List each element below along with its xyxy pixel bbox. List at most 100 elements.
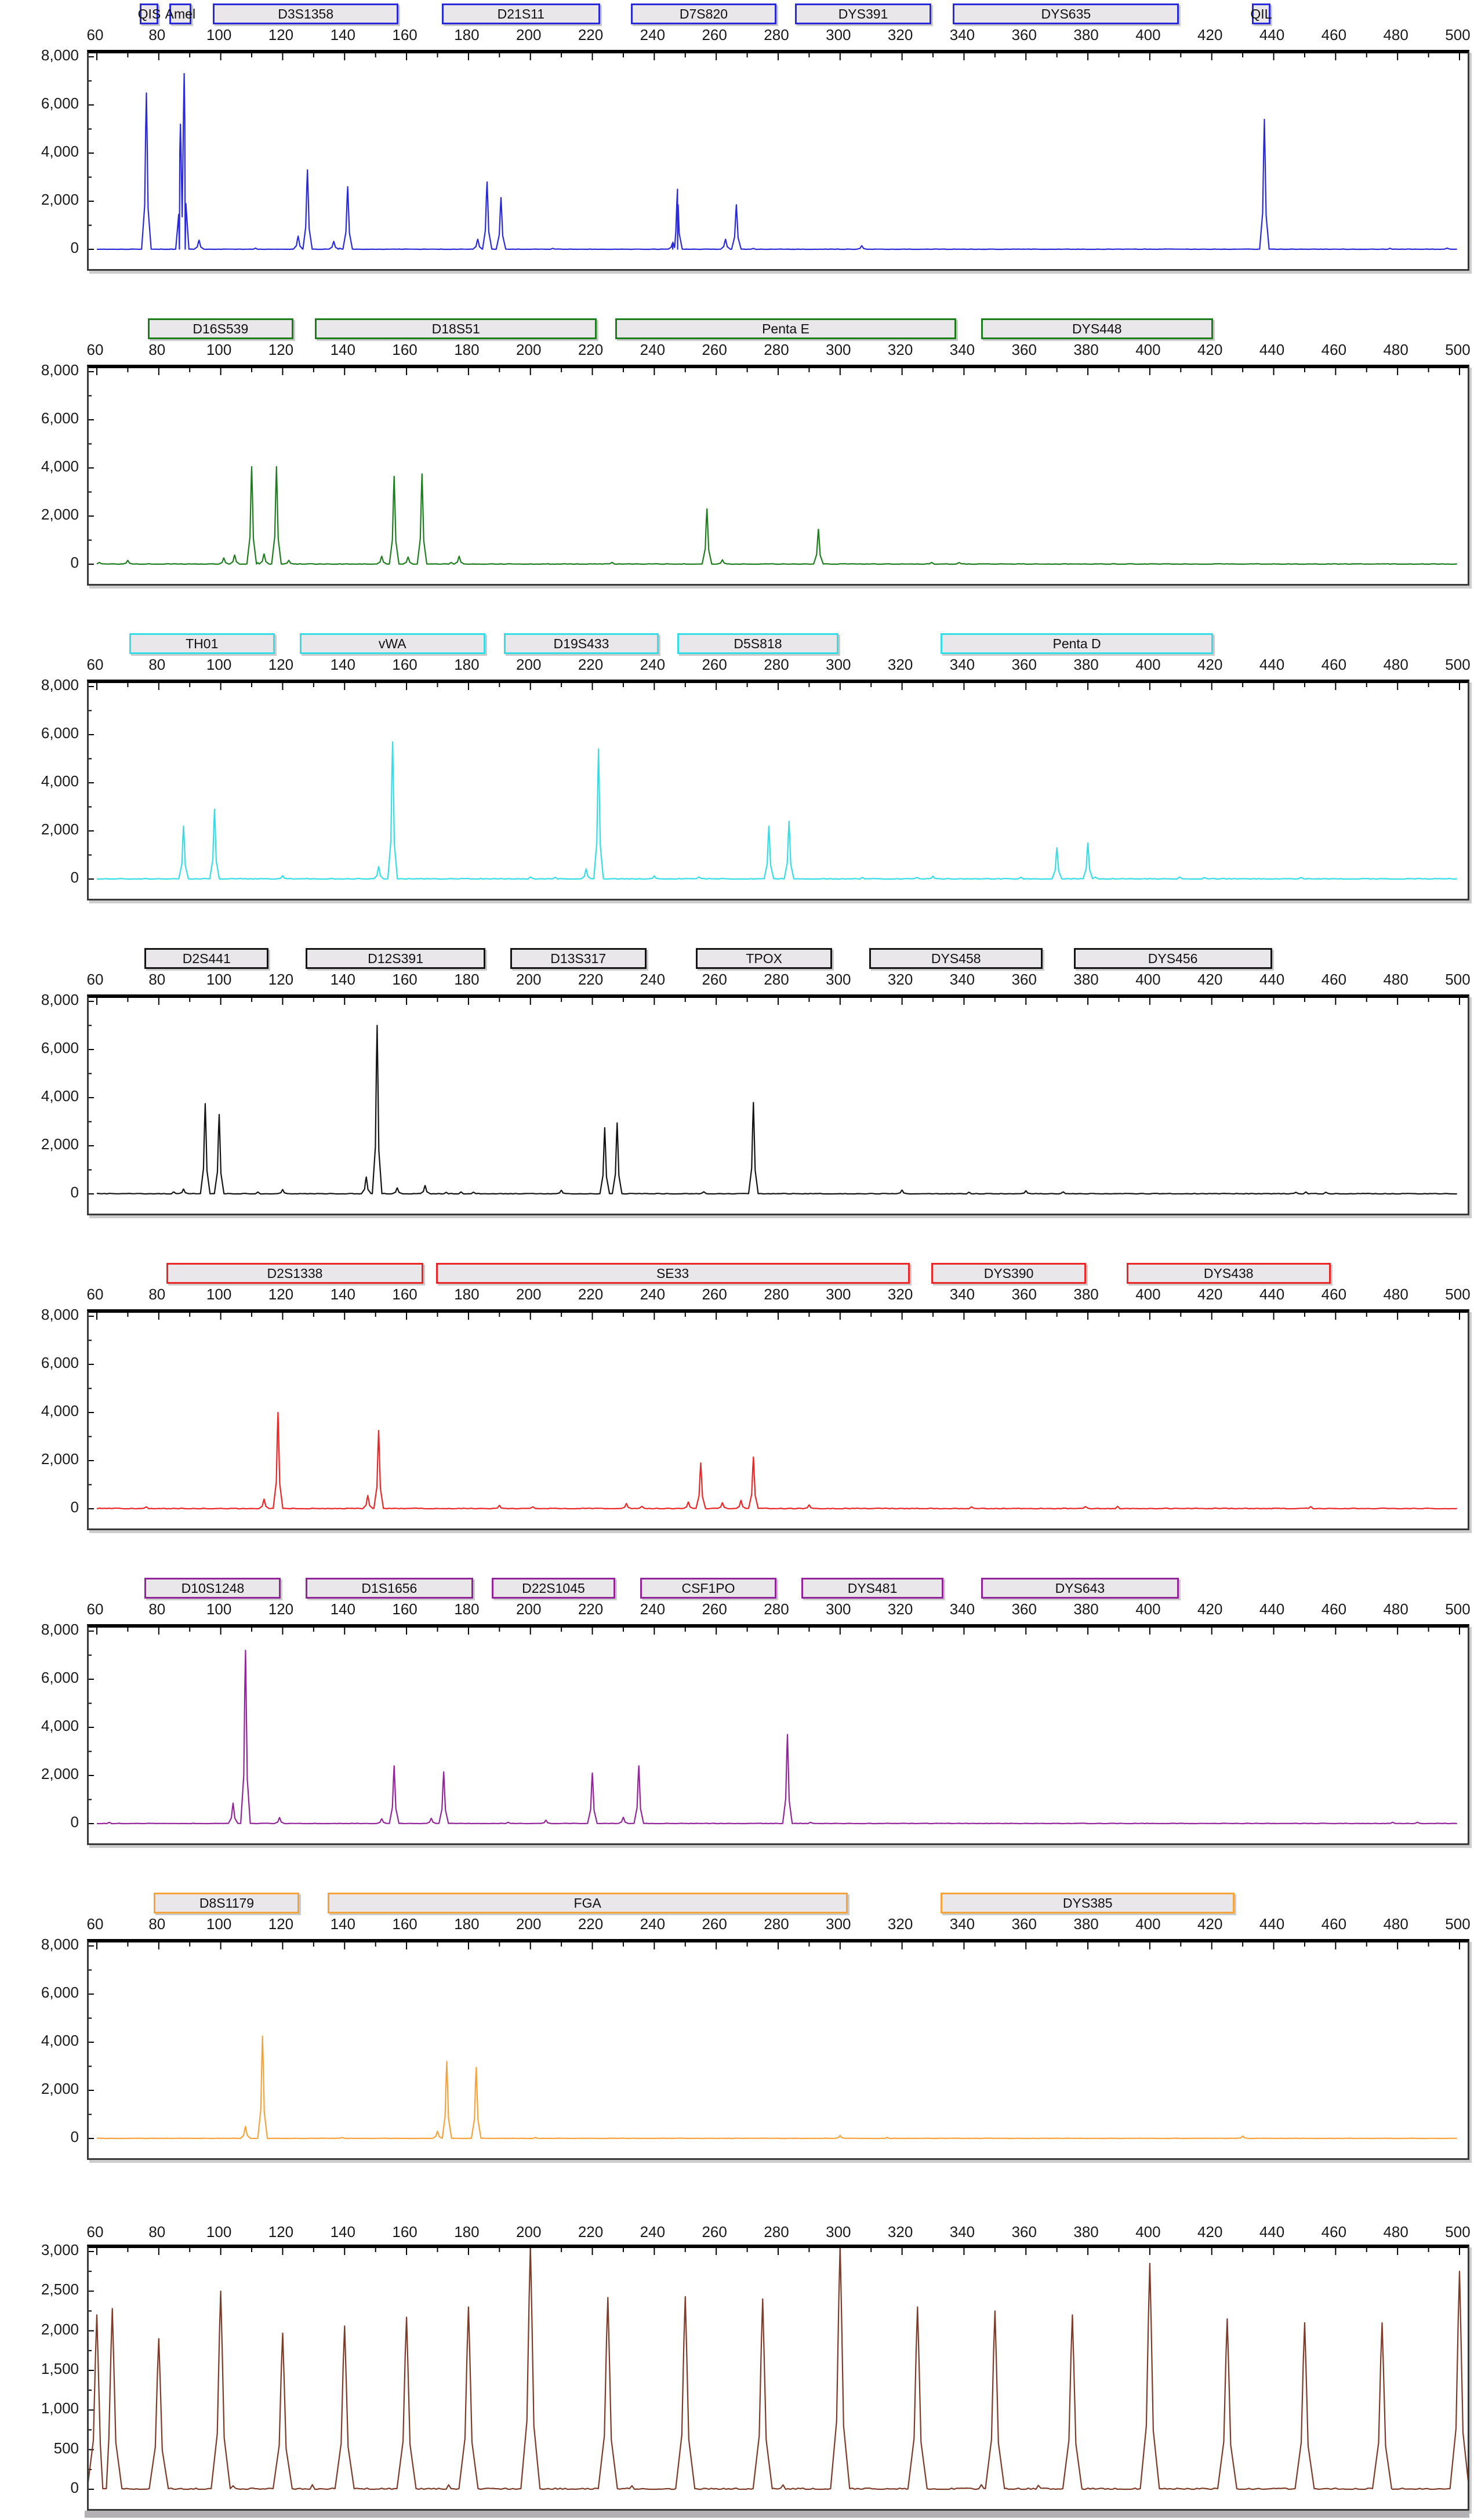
marker-box-TH01[interactable]: TH01	[129, 633, 275, 654]
marker-label: DYS456	[1148, 950, 1198, 966]
marker-box-D13S317[interactable]: D13S317	[510, 948, 647, 969]
marker-box-Amel[interactable]: Amel	[165, 3, 195, 24]
x-tick-label: 400	[1135, 26, 1161, 43]
x-tick-label: 340	[949, 1915, 975, 1933]
marker-label: D13S317	[550, 950, 607, 966]
x-tick-label: 340	[949, 26, 975, 43]
marker-box-TPOX[interactable]: TPOX	[696, 948, 833, 969]
marker-label: vWA	[378, 636, 406, 651]
x-tick-label: 260	[702, 2223, 727, 2241]
x-tick-label: 420	[1197, 656, 1223, 673]
y-tick-label: 1,500	[41, 2360, 79, 2377]
x-tick-label: 120	[268, 1286, 294, 1303]
marker-label: D2S1338	[267, 1265, 323, 1281]
y-tick-label: 2,000	[41, 2320, 79, 2338]
marker-box-QIL[interactable]: QIL	[1250, 3, 1272, 24]
marker-box-DYS391[interactable]: DYS391	[795, 3, 932, 24]
marker-box-DYS385[interactable]: DYS385	[941, 1893, 1235, 1913]
marker-box-D22S1045[interactable]: D22S1045	[491, 1578, 616, 1599]
marker-box-D21S11[interactable]: D21S11	[442, 3, 600, 24]
plot-area-purple	[87, 1624, 1469, 1845]
x-tick-label: 280	[764, 1600, 789, 1618]
marker-box-SE33[interactable]: SE33	[435, 1263, 910, 1284]
marker-box-DYS448[interactable]: DYS448	[981, 318, 1214, 339]
marker-box-QIS[interactable]: QIS	[137, 3, 161, 24]
marker-box-Penta E[interactable]: Penta E	[615, 318, 956, 339]
marker-box-DYS481[interactable]: DYS481	[801, 1578, 944, 1599]
x-tick-label: 220	[578, 656, 604, 673]
x-tick-label: 500	[1445, 341, 1471, 358]
x-tick-label: 500	[1445, 1286, 1471, 1303]
x-tick-label: 480	[1383, 2223, 1408, 2241]
marker-label: Penta D	[1052, 636, 1101, 651]
y-tick-label: 0	[70, 2128, 79, 2145]
x-tick-label: 280	[764, 971, 789, 988]
x-tick-label: 120	[268, 971, 294, 988]
marker-label: DYS438	[1203, 1265, 1254, 1281]
x-tick-label: 200	[516, 2223, 542, 2241]
marker-box-DYS643[interactable]: DYS643	[981, 1578, 1179, 1599]
x-tick-label: 140	[330, 341, 355, 358]
plot-area-black	[87, 994, 1469, 1215]
marker-box-D16S539[interactable]: D16S539	[147, 318, 293, 339]
marker-label: D21S11	[497, 6, 545, 21]
x-tick-label: 480	[1383, 341, 1408, 358]
x-tick-label: 140	[330, 971, 355, 988]
x-tick-label: 220	[578, 971, 604, 988]
marker-label: D16S539	[193, 321, 249, 336]
y-tick-label: 4,000	[41, 143, 79, 160]
x-tick-label: 280	[764, 2223, 789, 2241]
x-tick-label: 240	[640, 2223, 666, 2241]
marker-box-D10S1248[interactable]: D10S1248	[144, 1578, 281, 1599]
marker-label: QIS	[137, 6, 161, 21]
x-tick-label: 400	[1135, 656, 1161, 673]
x-tick-label: 80	[148, 341, 166, 358]
x-tick-label: 120	[268, 656, 294, 673]
marker-box-D18S51[interactable]: D18S51	[315, 318, 597, 339]
x-tick-label: 80	[148, 1915, 166, 1933]
marker-box-D2S441[interactable]: D2S441	[144, 948, 269, 969]
x-tick-label: 280	[764, 26, 789, 43]
y-tick-label: 2,000	[41, 2080, 79, 2097]
dye-panel-red: D2S1338 SE33 DYS390 DYS438 60 80 100 120 140 160 1…	[0, 1259, 1474, 1574]
y-tick-label: 8,000	[41, 361, 79, 379]
y-tick-label: 500	[53, 2439, 79, 2457]
trace-blue	[89, 53, 1460, 250]
marker-box-DYS390[interactable]: DYS390	[931, 1263, 1087, 1284]
y-tick-label: 4,000	[41, 1087, 79, 1105]
marker-box-DYS456[interactable]: DYS456	[1073, 948, 1272, 969]
x-tick-label: 160	[392, 26, 417, 43]
x-tick-label: 420	[1197, 26, 1223, 43]
marker-box-D7S820[interactable]: D7S820	[630, 3, 776, 24]
x-tick-label: 140	[330, 1286, 355, 1303]
marker-box-vWA[interactable]: vWA	[299, 633, 485, 654]
x-tick-label: 340	[949, 341, 975, 358]
marker-box-D8S1179[interactable]: D8S1179	[154, 1893, 300, 1913]
marker-box-D19S433[interactable]: D19S433	[504, 633, 659, 654]
marker-box-D5S818[interactable]: D5S818	[677, 633, 838, 654]
y-tick-label: 2,000	[41, 1450, 79, 1468]
x-tick-label: 60	[86, 1600, 104, 1618]
marker-box-DYS458[interactable]: DYS458	[869, 948, 1043, 969]
y-tick-label: 8,000	[41, 1306, 79, 1323]
bottom-frame-strip	[85, 2511, 1469, 2518]
x-tick-label: 460	[1321, 2223, 1347, 2241]
marker-box-D1S1656[interactable]: D1S1656	[306, 1578, 473, 1599]
x-tick-label: 340	[949, 1600, 975, 1618]
marker-label: DYS635	[1041, 6, 1091, 21]
y-tick-label: 4,000	[41, 1717, 79, 1734]
marker-box-DYS438[interactable]: DYS438	[1126, 1263, 1331, 1284]
marker-box-Penta D[interactable]: Penta D	[941, 633, 1214, 654]
x-tick-label: 300	[826, 341, 851, 358]
y-tick-label: 6,000	[41, 95, 79, 112]
x-tick-label: 140	[330, 656, 355, 673]
marker-box-D3S1358[interactable]: D3S1358	[212, 3, 399, 24]
marker-box-D2S1338[interactable]: D2S1338	[166, 1263, 424, 1284]
marker-box-CSF1PO[interactable]: CSF1PO	[640, 1578, 776, 1599]
marker-box-DYS635[interactable]: DYS635	[953, 3, 1179, 24]
x-tick-label: 280	[764, 1915, 789, 1933]
marker-box-FGA[interactable]: FGA	[327, 1893, 848, 1913]
marker-box-D12S391[interactable]: D12S391	[306, 948, 485, 969]
y-tick-label: 4,000	[41, 457, 79, 475]
x-tick-label: 120	[268, 2223, 294, 2241]
